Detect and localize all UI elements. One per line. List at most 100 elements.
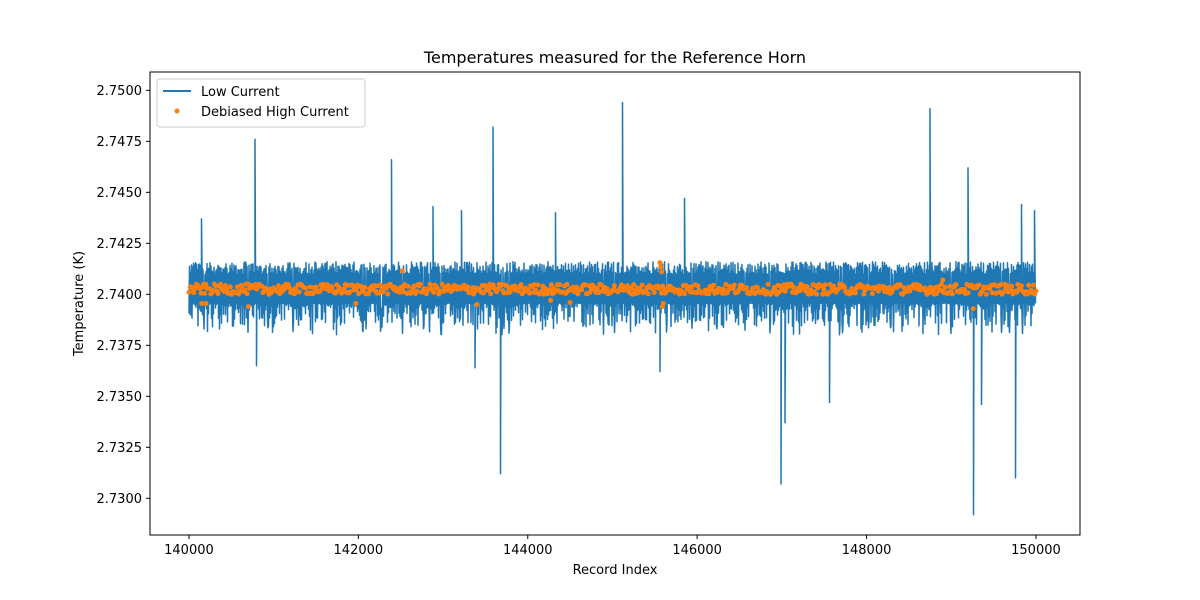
scatter-point-outlier (660, 301, 666, 306)
y-axis-label: Temperature (K) (72, 251, 87, 357)
scatter-point (465, 284, 471, 290)
scatter-point (362, 284, 368, 290)
scatter-point (1000, 290, 1006, 295)
axes: 140000 142000 144000 146000 148000 150000 2.73… (97, 84, 1061, 558)
scatter-point (772, 287, 778, 293)
scatter-point-outlier (548, 297, 554, 303)
scatter-point (897, 282, 903, 288)
scatter-point (227, 284, 233, 290)
scatter-point (639, 282, 645, 288)
x-axis-label: Record Index (573, 563, 658, 578)
x-tick-label: 144000 (503, 543, 553, 558)
scatter-point (695, 283, 701, 289)
scatter-point (385, 291, 391, 297)
scatter-point-outlier (353, 301, 359, 306)
scatter-point (535, 282, 541, 288)
scatter-point (611, 283, 617, 289)
scatter-point (365, 291, 371, 297)
scatter-point (570, 284, 576, 290)
scatter-point (822, 282, 828, 288)
scatter-point (645, 291, 651, 297)
scatter-point (659, 290, 664, 296)
legend-swatch-debiased-high-current (174, 108, 180, 114)
scatter-point (736, 286, 742, 292)
legend: Low Current Debiased High Current (156, 78, 366, 128)
scatter-point-outlier (657, 260, 663, 266)
legend-label-debiased-high-current: Debiased High Current (201, 105, 349, 120)
scatter-point (754, 285, 760, 290)
scatter-point (218, 281, 223, 287)
scatter-point (1018, 283, 1024, 289)
scatter-point (861, 291, 867, 297)
scatter-point (557, 282, 563, 288)
scatter-point (449, 288, 455, 293)
scatter-point (424, 291, 429, 297)
scatter-point (689, 284, 695, 290)
scatter-point (965, 290, 971, 296)
y-tick-label: 2.7300 (97, 492, 143, 507)
scatter-point (947, 284, 953, 289)
y-tick-label: 2.7450 (97, 186, 143, 201)
scatter-point (507, 289, 513, 295)
scatter-point (720, 286, 726, 292)
scatter-point (516, 288, 522, 294)
x-tick-label: 150000 (1011, 543, 1061, 558)
scatter-point (244, 291, 250, 297)
scatter-point (191, 290, 197, 296)
scatter-point (501, 290, 507, 296)
scatter-point (296, 289, 302, 295)
scatter-point (347, 289, 353, 295)
scatter-point (1031, 282, 1036, 288)
scatter-point (791, 284, 797, 290)
scatter-point (405, 284, 411, 289)
scatter-point (222, 283, 228, 289)
scatter-point-outlier (474, 302, 480, 307)
y-tick-label: 2.7400 (97, 288, 143, 303)
scatter-point (938, 281, 944, 287)
scatter-point-outlier (940, 277, 946, 283)
x-tick-label: 146000 (672, 543, 722, 558)
y-tick-label: 2.7350 (97, 390, 143, 405)
scatter-point-outlier (970, 306, 976, 312)
scatter-point (804, 284, 810, 290)
scatter-point (631, 282, 637, 288)
scatter-point (714, 289, 720, 295)
scatter-point (1004, 283, 1010, 289)
chart-title: Temperatures measured for the Reference … (423, 48, 806, 67)
series-line-low-current (188, 101, 1037, 516)
scatter-point (431, 289, 437, 295)
y-tick-label: 2.7375 (97, 339, 143, 354)
scatter-point (682, 291, 688, 297)
scatter-point-outlier (203, 301, 209, 306)
y-tick-label: 2.7325 (97, 441, 143, 456)
scatter-point (353, 287, 359, 293)
scatter-point (198, 290, 204, 296)
y-tick-label: 2.7475 (97, 135, 143, 150)
scatter-point-outlier (658, 264, 664, 270)
scatter-point (962, 287, 967, 292)
scatter-point (625, 283, 631, 289)
x-tick-label: 142000 (334, 543, 384, 558)
scatter-point (1009, 283, 1015, 289)
scatter-point (953, 282, 959, 287)
scatter-point (345, 282, 351, 288)
scatter-point (976, 282, 982, 288)
scatter-point (186, 289, 192, 295)
scatter-point (831, 283, 837, 289)
scatter-point (417, 281, 423, 287)
scatter-point (821, 287, 827, 292)
scatter-point (282, 286, 288, 292)
scatter-point-outlier (567, 300, 573, 305)
scatter-point (651, 290, 657, 295)
scatter-point (820, 291, 826, 297)
scatter-point (260, 290, 266, 296)
series-points-debiased-high-current (186, 260, 1039, 312)
scatter-point (213, 283, 219, 289)
scatter-point (665, 288, 671, 293)
legend-box (156, 78, 366, 128)
scatter-point (989, 290, 995, 296)
y-tick-label: 2.7500 (97, 84, 143, 99)
scatter-point (869, 291, 875, 297)
scatter-point (341, 286, 347, 292)
